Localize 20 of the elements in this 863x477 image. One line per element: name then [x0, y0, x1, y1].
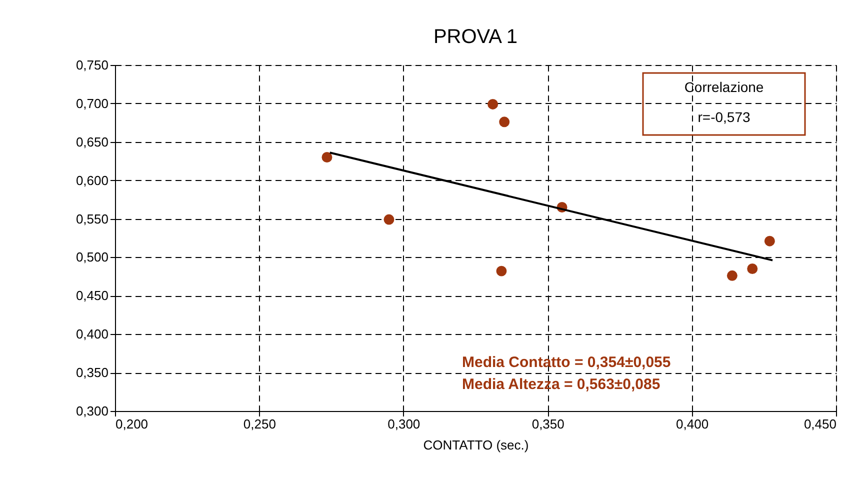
- y-tick-label: 0,300: [76, 404, 108, 418]
- x-axis-title: CONTATTO (sec.): [423, 438, 529, 452]
- y-tick-label: 0,550: [76, 211, 108, 226]
- y-tick-label: 0,600: [76, 172, 108, 188]
- x-tick-label: 0,350: [532, 416, 564, 432]
- y-tick-label: 0,350: [76, 365, 108, 380]
- x-tick-label: 0,300: [388, 416, 420, 432]
- annotation: Media Contatto = 0,354±0,055 Media Altezza = 0,563±0,085: [462, 354, 671, 393]
- x-tick-label: 0,250: [243, 416, 276, 432]
- y-tick-label: 0,400: [76, 326, 108, 342]
- y-tick-label: 0,700: [76, 96, 108, 111]
- y-tick-label: 0,750: [76, 58, 108, 72]
- x-tick-label: 0,200: [116, 416, 148, 432]
- y-tick-label: 0,500: [76, 250, 108, 265]
- y-tick-label: 0,450: [76, 288, 108, 304]
- y-tick-label: 0,650: [76, 134, 108, 150]
- x-tick-label: 0,400: [676, 416, 709, 432]
- annotation: Correlazione r=-0,573: [684, 79, 764, 125]
- chart-title: PROVA 1: [433, 26, 518, 48]
- x-tick-label: 0,450: [804, 416, 836, 432]
